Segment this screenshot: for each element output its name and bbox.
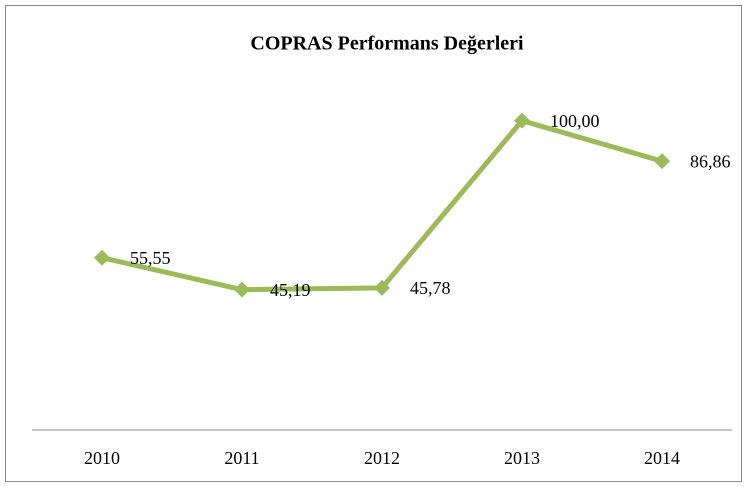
chart-title: COPRAS Performans Değerleri <box>250 33 524 55</box>
marker <box>234 281 250 298</box>
marker <box>514 112 530 129</box>
x-tick-label: 2010 <box>84 448 120 468</box>
data-label: 86,86 <box>690 151 731 171</box>
marker <box>654 153 670 170</box>
marker <box>374 279 390 296</box>
data-label: 55,55 <box>130 248 171 268</box>
x-tick-label: 2011 <box>224 448 259 468</box>
x-tick-label: 2014 <box>644 448 680 468</box>
data-label: 100,00 <box>550 111 600 131</box>
marker <box>94 249 110 266</box>
data-label: 45,19 <box>270 280 311 300</box>
data-label: 45,78 <box>410 278 451 298</box>
x-tick-label: 2013 <box>504 448 540 468</box>
x-tick-label: 2012 <box>364 448 400 468</box>
chart-frame <box>5 5 742 482</box>
